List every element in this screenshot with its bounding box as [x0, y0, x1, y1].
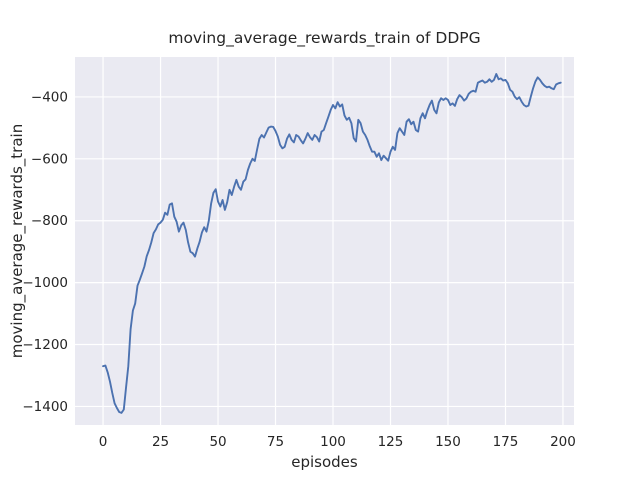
chart-title: moving_average_rewards_train of DDPG	[168, 29, 481, 47]
y-tick-label: −1000	[22, 275, 68, 291]
y-tick-label: −800	[31, 213, 68, 229]
plot-area	[75, 57, 574, 425]
x-tick-label: 125	[378, 434, 404, 450]
x-tick-label: 200	[550, 434, 576, 450]
x-tick-label: 75	[267, 434, 284, 450]
y-tick-label: −1400	[22, 399, 68, 415]
y-tick-label: −1200	[22, 337, 68, 353]
y-tick-label: −600	[31, 151, 68, 167]
x-tick-label: 0	[99, 434, 108, 450]
x-axis-label: episodes	[291, 453, 358, 471]
x-tick-label: 25	[152, 434, 169, 450]
x-tick-label: 50	[209, 434, 226, 450]
y-tick-label: −400	[31, 89, 68, 105]
x-tick-label: 150	[435, 434, 461, 450]
x-tick-label: 175	[493, 434, 519, 450]
x-tick-label: 100	[320, 434, 346, 450]
y-axis-label: moving_average_rewards_train	[8, 123, 26, 359]
series-line	[102, 73, 562, 414]
